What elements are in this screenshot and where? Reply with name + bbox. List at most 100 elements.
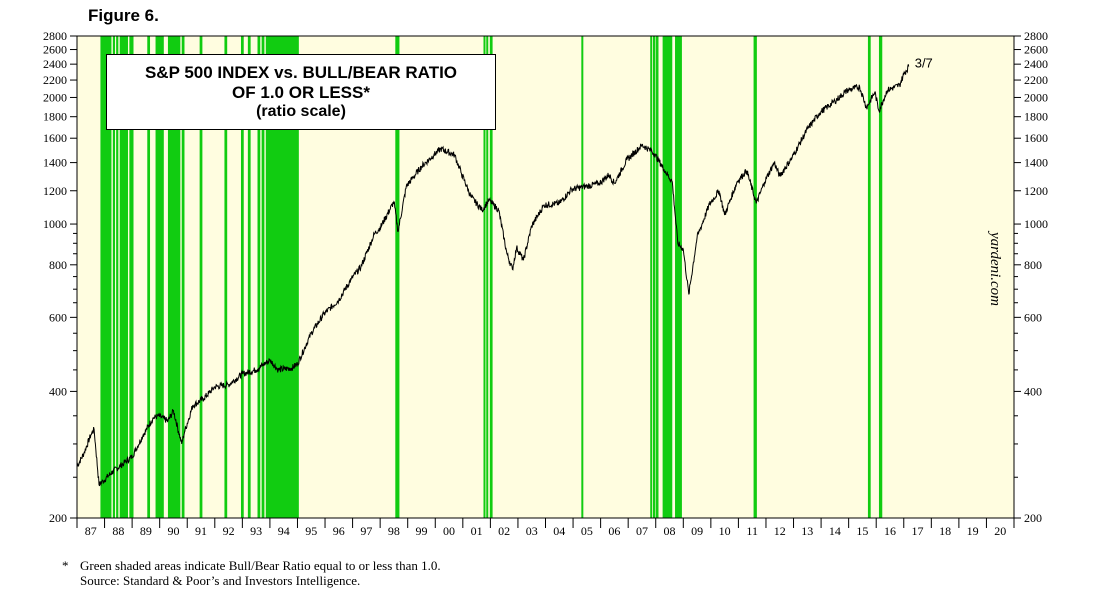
y-tick-label-left: 1800 <box>43 110 67 124</box>
series-layer <box>76 64 910 487</box>
x-tick-label: 02 <box>498 524 510 538</box>
shaded-period <box>224 36 228 518</box>
figure-label: Figure 6. <box>88 6 159 25</box>
x-tick-label: 01 <box>471 524 483 538</box>
footnote-star: * <box>62 558 69 573</box>
plot-border <box>76 35 1015 519</box>
x-tick-label: 14 <box>829 524 841 538</box>
x-tick-label: 00 <box>443 524 455 538</box>
shaded-period <box>129 36 134 518</box>
x-tick-label: 93 <box>250 524 262 538</box>
chart-title-line-2: OF 1.0 OR LESS* <box>232 83 370 102</box>
shaded-period <box>147 36 151 518</box>
watermark: yardeni.com <box>975 232 1015 342</box>
x-tick-label: 17 <box>912 524 924 538</box>
x-tick-label: 91 <box>195 524 207 538</box>
x-tick-label: 09 <box>691 524 703 538</box>
shaded-period <box>489 36 493 518</box>
y-tick-label-right: 1000 <box>1024 217 1048 231</box>
shaded-period <box>867 36 871 518</box>
x-tick-label: 03 <box>526 524 538 538</box>
y-tick-label-right: 200 <box>1024 511 1042 525</box>
x-tick-label: 15 <box>856 524 868 538</box>
chart-title-line-1: S&P 500 INDEX vs. BULL/BEAR RATIO <box>144 63 458 82</box>
shaded-period <box>199 36 203 518</box>
y-tick-label-left: 200 <box>49 511 67 525</box>
shaded-period <box>652 36 656 518</box>
x-tick-label: 05 <box>581 524 593 538</box>
x-tick-label: 12 <box>774 524 786 538</box>
chart-title-box: S&P 500 INDEX vs. BULL/BEAR RATIO OF 1.0… <box>106 54 496 130</box>
y-tick-label-left: 2200 <box>43 73 67 87</box>
shaded-period <box>650 36 653 518</box>
x-tick-label: 04 <box>553 524 565 538</box>
y-tick-label-left: 2800 <box>43 29 67 43</box>
axes <box>70 35 1021 528</box>
footnote-line-2: Source: Standard & Poor’s and Investors … <box>80 573 361 588</box>
y-tick-label-right: 2000 <box>1024 90 1048 104</box>
x-tick-label: 07 <box>636 524 648 538</box>
x-tick-label: 98 <box>388 524 400 538</box>
x-tick-label: 08 <box>664 524 676 538</box>
x-tick-label: 96 <box>333 524 345 538</box>
shaded-period <box>753 36 757 518</box>
shaded-period <box>100 36 112 518</box>
watermark-text: yardeni.com <box>987 232 1003 307</box>
y-tick-label-right: 800 <box>1024 258 1042 272</box>
x-tick-label: 99 <box>415 524 427 538</box>
y-tick-label-left: 1200 <box>43 184 67 198</box>
y-tick-label-right: 2400 <box>1024 57 1048 71</box>
x-tick-label: 95 <box>305 524 317 538</box>
footnote: * Green shaded areas indicate Bull/Bear … <box>62 558 441 588</box>
sp500-line <box>76 64 910 487</box>
y-tick-label-right: 1400 <box>1024 156 1048 170</box>
shaded-period <box>395 36 400 518</box>
y-tick-label-right: 1200 <box>1024 184 1048 198</box>
y-tick-label-right: 1600 <box>1024 131 1048 145</box>
x-tick-label: 19 <box>967 524 979 538</box>
x-tick-label: 16 <box>884 524 896 538</box>
chart-title-line-3: (ratio scale) <box>256 103 346 120</box>
x-tick-label: 92 <box>223 524 235 538</box>
shaded-period <box>662 36 673 518</box>
shaded-period <box>581 36 584 518</box>
shaded-period <box>483 36 486 518</box>
shaded-period <box>247 36 251 518</box>
x-tick-label: 11 <box>746 524 758 538</box>
x-tick-label: 87 <box>85 524 97 538</box>
x-tick-label: 20 <box>994 524 1006 538</box>
shaded-period <box>181 36 185 518</box>
shaded-period <box>119 36 128 518</box>
y-tick-label-right: 2200 <box>1024 73 1048 87</box>
shaded-period <box>655 36 659 518</box>
shaded-period <box>878 36 883 518</box>
y-tick-label-left: 600 <box>49 310 67 324</box>
shaded-period <box>112 36 116 518</box>
y-tick-label-right: 600 <box>1024 310 1042 324</box>
shaded-period <box>261 36 265 518</box>
shaded-period <box>240 36 244 518</box>
x-tick-label: 88 <box>112 524 124 538</box>
y-tick-label-left: 1400 <box>43 156 67 170</box>
y-tick-label-left: 2000 <box>43 90 67 104</box>
shaded-period <box>257 36 261 518</box>
y-tick-label-right: 400 <box>1024 384 1042 398</box>
x-tick-label: 06 <box>608 524 620 538</box>
shaded-period <box>486 36 489 518</box>
shaded-period <box>167 36 181 518</box>
end-label: 3/7 <box>915 55 933 70</box>
footnote-line-1: Green shaded areas indicate Bull/Bear Ra… <box>80 558 441 573</box>
shaded-period <box>675 36 682 518</box>
y-tick-label-left: 400 <box>49 384 67 398</box>
shaded-period <box>116 36 119 518</box>
y-tick-label-left: 2400 <box>43 57 67 71</box>
x-tick-label: 89 <box>140 524 152 538</box>
shaded-period <box>155 36 164 518</box>
y-tick-label-left: 1600 <box>43 131 67 145</box>
x-tick-label: 13 <box>801 524 813 538</box>
y-tick-label-left: 800 <box>49 258 67 272</box>
y-tick-label-right: 2800 <box>1024 29 1048 43</box>
y-tick-label-left: 2600 <box>43 43 67 57</box>
x-tick-label: 94 <box>278 524 290 538</box>
